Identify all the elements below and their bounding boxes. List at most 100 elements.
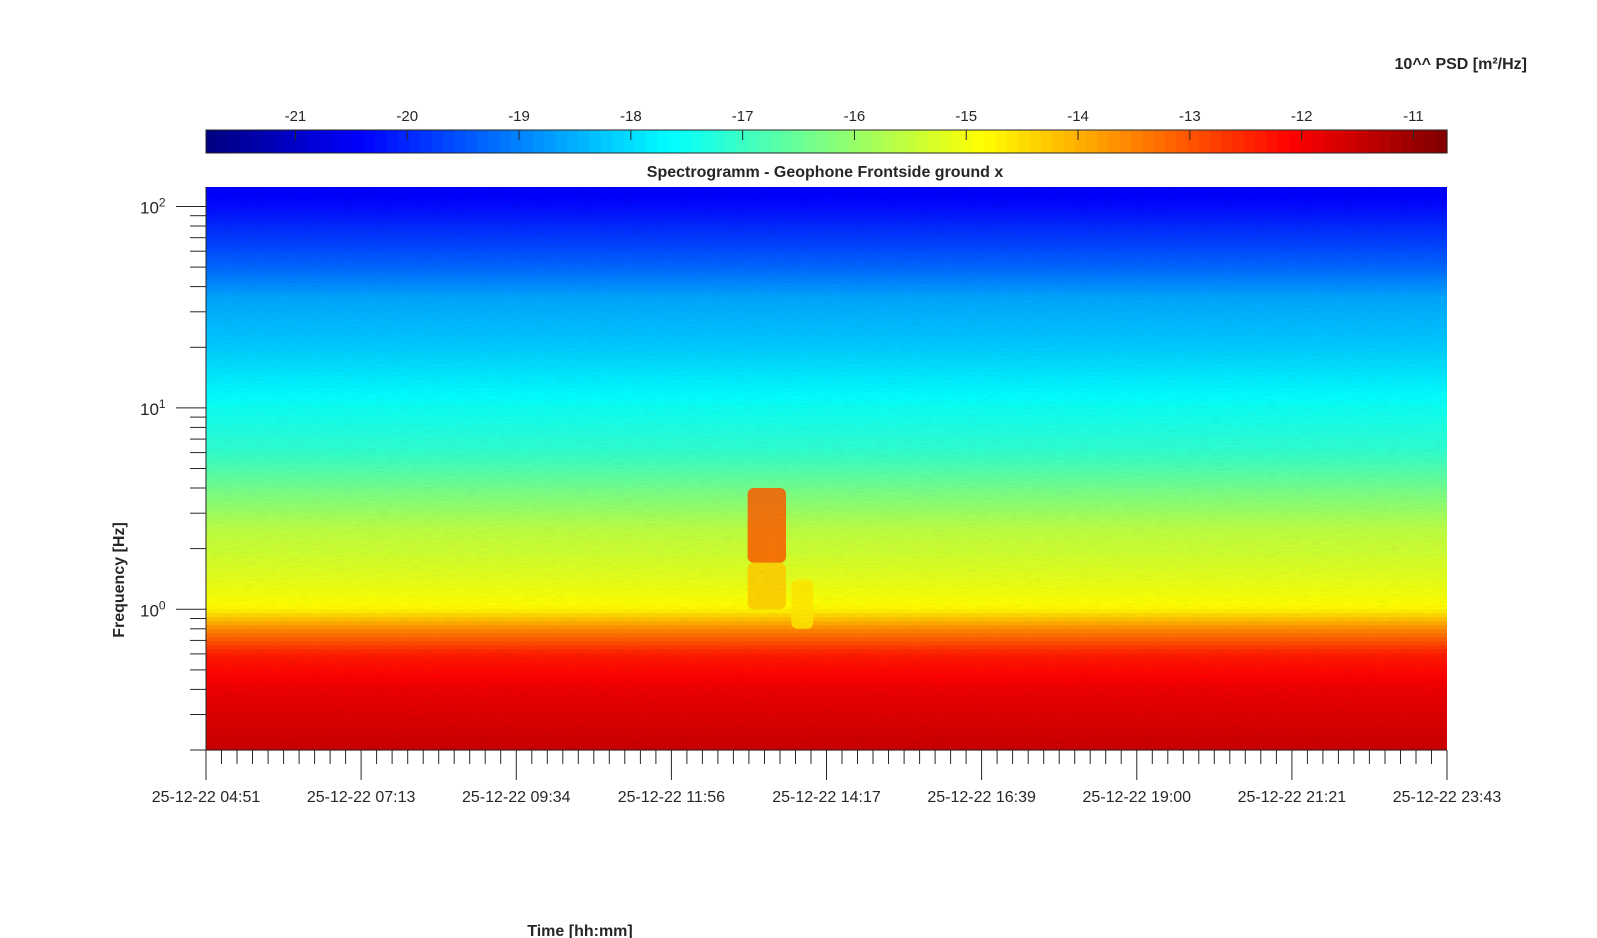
- colorbar-step: [792, 130, 805, 153]
- colorbar-step: [634, 130, 647, 153]
- colorbar-step: [815, 130, 828, 153]
- colorbar-step: [273, 130, 286, 153]
- colorbar-step: [894, 130, 907, 153]
- colorbar-step: [1255, 130, 1268, 153]
- y-tick-label: 102: [140, 196, 166, 218]
- colorbar-step: [251, 130, 264, 153]
- colorbar-step: [420, 130, 433, 153]
- colorbar-step: [849, 130, 861, 153]
- colorbar-step: [1311, 130, 1324, 153]
- y-tick-label: 100: [140, 598, 166, 620]
- colorbar-step: [736, 130, 749, 153]
- x-axis: 25-12-22 04:51 25-12-22 07:13 25-12-22 09:…: [152, 749, 1502, 806]
- colorbar-step: [1356, 130, 1369, 153]
- colorbar-step: [318, 130, 331, 153]
- colorbar-step: [488, 130, 500, 153]
- colorbar-tick-label: -16: [844, 108, 866, 125]
- colorbar-step: [860, 130, 873, 153]
- colorbar-step: [533, 130, 546, 153]
- y-tick-label: 101: [140, 397, 166, 419]
- colorbar-step: [623, 130, 636, 153]
- x-tick-label: 25-12-22 07:13: [307, 789, 416, 806]
- colorbar-step: [961, 130, 974, 153]
- colorbar-step: [1243, 130, 1256, 153]
- colorbar-step: [454, 130, 467, 153]
- colorbar-step: [521, 130, 534, 153]
- colorbar-step: [984, 130, 997, 153]
- colorbar-step: [296, 130, 309, 153]
- colorbar-step: [1131, 130, 1143, 153]
- colorbar-step: [837, 130, 850, 153]
- colorbar-step: [679, 130, 692, 153]
- colorbar-step: [465, 130, 478, 153]
- colorbar-step: [657, 130, 670, 153]
- colorbar-step: [1164, 130, 1177, 153]
- colorbar-step: [1007, 130, 1019, 153]
- colorbar-step: [1187, 130, 1200, 153]
- colorbar-step: [1413, 130, 1426, 153]
- colorbar-step: [442, 130, 455, 153]
- colorbar-step: [397, 130, 410, 153]
- x-tick-label: 25-12-22 19:00: [1083, 789, 1192, 806]
- colorbar-tick-label: -17: [732, 108, 754, 125]
- colorbar-step: [1334, 130, 1347, 153]
- colorbar-step: [1232, 130, 1245, 153]
- colorbar-step: [995, 130, 1008, 153]
- colorbar-step: [589, 130, 602, 153]
- x-tick-label: 25-12-22 14:17: [772, 789, 881, 806]
- colorbar-step: [1198, 130, 1211, 153]
- colorbar-step: [1142, 130, 1155, 153]
- colorbar-step: [1063, 130, 1076, 153]
- colorbar-step: [645, 130, 658, 153]
- colorbar-step: [262, 130, 275, 153]
- colorbar-step: [555, 130, 568, 153]
- colorbar-step: [973, 130, 986, 153]
- colorbar-step: [206, 130, 218, 153]
- colorbar-step: [544, 130, 557, 153]
- colorbar-step: [724, 130, 737, 153]
- colorbar-step: [1390, 130, 1403, 153]
- colorbar-step: [747, 130, 760, 153]
- colorbar-step: [1300, 130, 1313, 153]
- colorbar-color-steps: [206, 130, 1448, 153]
- colorbar-step: [1153, 130, 1166, 153]
- x-tick-label: 25-12-22 11:56: [618, 789, 725, 806]
- x-tick-label: 25-12-22 21:21: [1238, 789, 1347, 806]
- colorbar-step: [1210, 130, 1222, 153]
- colorbar-tick-label: -12: [1291, 108, 1313, 125]
- colorbar-step: [781, 130, 794, 153]
- colorbar-step: [1424, 130, 1437, 153]
- colorbar-step: [950, 130, 963, 153]
- colorbar-step: [352, 130, 365, 153]
- colorbar-step: [386, 130, 399, 153]
- colorbar-step: [1097, 130, 1110, 153]
- colorbar-step: [612, 130, 625, 153]
- x-tick-label: 25-12-22 23:43: [1393, 789, 1502, 806]
- colorbar-step: [1221, 130, 1234, 153]
- colorbar-step: [758, 130, 771, 153]
- colorbar-step: [1435, 130, 1448, 153]
- colorbar-step: [284, 130, 297, 153]
- colorbar-step: [803, 130, 816, 153]
- colorbar-step: [770, 130, 782, 153]
- colorbar-tick-label: -19: [508, 108, 530, 125]
- colorbar-step: [1379, 130, 1392, 153]
- colorbar-label: 10^^ PSD [m²/Hz]: [1395, 56, 1527, 73]
- x-tick-label: 25-12-22 09:34: [462, 789, 571, 806]
- colorbar-step: [1176, 130, 1189, 153]
- colorbar-step: [375, 130, 388, 153]
- colorbar-step: [330, 130, 342, 153]
- x-tick-label: 25-12-22 04:51: [152, 789, 261, 806]
- colorbar-step: [1322, 130, 1335, 153]
- colorbar-step: [228, 130, 241, 153]
- colorbar-step: [1074, 130, 1087, 153]
- colorbar-step: [600, 130, 613, 153]
- plot-area: [206, 187, 1447, 751]
- colorbar-step: [510, 130, 523, 153]
- colorbar-step: [905, 130, 918, 153]
- spectrogram-texture: [206, 187, 1447, 749]
- colorbar-step: [578, 130, 591, 153]
- y-axis: 100 101 102: [140, 187, 207, 751]
- colorbar-step: [431, 130, 444, 153]
